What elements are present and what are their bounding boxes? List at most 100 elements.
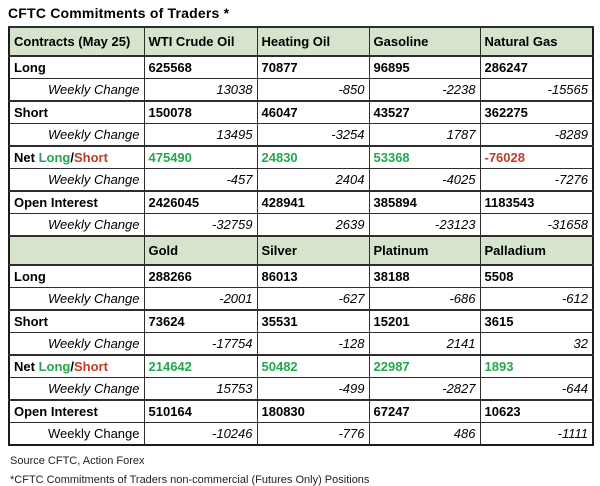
cell-value: 475490 [143,145,258,169]
cell-value: -457 [143,168,258,192]
cell-value: -17754 [143,332,258,356]
cell-value: 50482 [256,354,370,378]
cell-value: -76028 [479,145,594,169]
cell-value: 53368 [368,145,481,169]
cell-value: 150078 [143,100,258,124]
cell-value: -776 [256,422,370,446]
footnote-text: *CFTC Commitments of Traders non-commerc… [10,474,370,486]
row-label: Weekly Change [8,213,145,237]
table-row-short: Short 150078 46047 43527 362275 [8,100,594,124]
cell-value: -15565 [479,78,594,102]
cell-value: 1787 [368,123,481,147]
cell-value: -499 [256,377,370,401]
table-row-short: Short 73624 35531 15201 3615 [8,309,594,333]
cot-table-body: Contracts (May 25) WTI Crude Oil Heating O… [8,26,594,446]
table-row-weekly-change: Weekly Change -457 2404 -4025 -7276 [8,168,594,192]
net-label-part: Net [14,359,39,374]
cell-value: 2639 [256,213,370,237]
cell-value: -32759 [143,213,258,237]
cell-value: 13038 [143,78,258,102]
column-header-contracts-may-25: Contracts (May 25) [8,26,145,57]
cell-value: 2404 [256,168,370,192]
cell-value: -850 [256,78,370,102]
column-header-gasoline: Gasoline [368,26,481,57]
net-label-part: Long [38,150,71,165]
cell-value: -2827 [368,377,481,401]
table-row-long: Long 625568 70877 96895 286247 [8,55,594,79]
cell-value: -23123 [368,213,481,237]
cell-value: -31658 [479,213,594,237]
net-label-part: Long [38,359,71,374]
row-label: Weekly Change [8,78,145,102]
cell-value: 428941 [256,190,370,214]
row-label: Open Interest [8,399,145,423]
cell-value: 13495 [143,123,258,147]
cell-value: 35531 [256,309,370,333]
table-row-weekly-change: Weekly Change 13038 -850 -2238 -15565 [8,78,594,102]
cell-value: -128 [256,332,370,356]
table-row-open-interest: Open Interest 510164 180830 67247 10623 [8,399,594,423]
cell-value: 286247 [479,55,594,79]
row-label: Long [8,55,145,79]
cell-value: -627 [256,287,370,311]
net-label-part: / [70,359,74,374]
cell-value: -3254 [256,123,370,147]
table-row-open-interest: Open Interest 2426045 428941 385894 1183543 [8,190,594,214]
column-header-empty [8,235,145,266]
table-row-weekly-change: Weekly Change 13495 -3254 1787 -8289 [8,123,594,147]
cell-value: 10623 [479,399,594,423]
cell-value: 510164 [143,399,258,423]
cell-value: -8289 [479,123,594,147]
table-row-weekly-change: Weekly Change -10246 -776 486 -1111 [8,422,594,446]
cell-value: 46047 [256,100,370,124]
net-label-part: Net [14,150,39,165]
cell-value: 73624 [143,309,258,333]
row-label: Net Long/Short [8,354,145,378]
row-label: Weekly Change [8,422,145,446]
cell-value: 15753 [143,377,258,401]
cell-value: 1893 [479,354,594,378]
cell-value: 86013 [256,264,370,288]
cell-value: 24830 [256,145,370,169]
cell-value: -686 [368,287,481,311]
cell-value: -4025 [368,168,481,192]
column-header-platinum: Platinum [368,235,481,266]
row-label: Weekly Change [8,168,145,192]
row-label: Weekly Change [8,123,145,147]
row-label: Weekly Change [8,332,145,356]
row-label: Open Interest [8,190,145,214]
row-label: Net Long/Short [8,145,145,169]
page-title: CFTC Commitments of Traders * [8,5,230,21]
cell-value: -2001 [143,287,258,311]
cell-value: 625568 [143,55,258,79]
net-label-part: Short [73,359,108,374]
cell-value: 1183543 [479,190,594,214]
cell-value: -10246 [143,422,258,446]
column-header-gold: Gold [143,235,258,266]
column-header-palladium: Palladium [479,235,594,266]
cell-value: 15201 [368,309,481,333]
column-header-heating-oil: Heating Oil [256,26,370,57]
table-row-net-long-short: Net Long/Short 214642 50482 22987 1893 [8,354,594,378]
column-header-wti-crude-oil: WTI Crude Oil [143,26,258,57]
column-header-silver: Silver [256,235,370,266]
net-label-part: Short [73,150,108,165]
cell-value: 362275 [479,100,594,124]
cell-value: -2238 [368,78,481,102]
section-0-header-row: Contracts (May 25) WTI Crude Oil Heating O… [8,26,594,57]
cell-value: 214642 [143,354,258,378]
cell-value: -612 [479,287,594,311]
cell-value: 180830 [256,399,370,423]
cell-value: 32 [479,332,594,356]
row-label: Weekly Change [8,287,145,311]
cot-table: Contracts (May 25) WTI Crude Oil Heating O… [8,26,594,446]
cell-value: 2426045 [143,190,258,214]
cell-value: 70877 [256,55,370,79]
cell-value: 43527 [368,100,481,124]
table-row-weekly-change: Weekly Change -2001 -627 -686 -612 [8,287,594,311]
cell-value: 486 [368,422,481,446]
cell-value: 2141 [368,332,481,356]
cell-value: -644 [479,377,594,401]
column-header-natural-gas: Natural Gas [479,26,594,57]
